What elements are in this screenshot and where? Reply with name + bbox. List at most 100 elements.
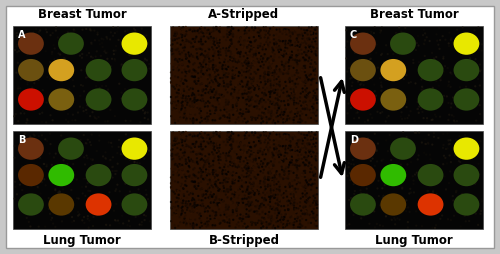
Point	[191, 218, 199, 222]
Point	[430, 189, 438, 193]
Point	[298, 224, 306, 228]
Point	[422, 103, 430, 107]
Point	[204, 86, 212, 90]
Point	[126, 209, 134, 213]
Point	[283, 114, 291, 118]
Point	[419, 86, 427, 90]
Point	[171, 30, 179, 34]
Point	[222, 46, 230, 50]
Point	[216, 134, 224, 138]
Point	[246, 47, 254, 51]
Point	[301, 169, 309, 173]
Point	[438, 213, 446, 217]
Point	[193, 161, 201, 165]
Point	[183, 41, 191, 45]
Point	[230, 159, 238, 163]
Point	[309, 32, 317, 36]
Point	[228, 164, 236, 168]
Point	[182, 108, 190, 113]
Point	[227, 137, 235, 141]
Point	[167, 185, 175, 189]
Point	[63, 46, 71, 50]
Point	[258, 110, 266, 115]
Point	[236, 148, 244, 152]
Point	[202, 189, 210, 193]
Point	[245, 70, 253, 74]
Point	[275, 93, 283, 97]
Point	[222, 100, 230, 104]
Point	[186, 52, 194, 56]
Point	[435, 174, 443, 178]
Point	[468, 177, 476, 181]
Point	[242, 61, 250, 66]
Point	[227, 133, 235, 137]
Point	[185, 88, 193, 92]
Point	[362, 107, 370, 111]
Point	[288, 73, 296, 77]
Point	[244, 53, 252, 57]
Point	[284, 219, 292, 223]
Point	[478, 42, 486, 46]
Point	[255, 162, 263, 166]
Point	[244, 53, 252, 57]
Point	[300, 59, 308, 63]
Point	[70, 28, 78, 32]
Point	[190, 80, 198, 84]
Point	[297, 81, 305, 85]
Point	[202, 147, 209, 151]
Point	[304, 116, 312, 120]
Point	[402, 174, 409, 178]
Point	[440, 56, 448, 60]
Point	[236, 194, 244, 198]
Point	[382, 43, 390, 47]
Point	[312, 169, 320, 173]
Point	[254, 55, 262, 59]
Point	[433, 39, 441, 43]
Point	[302, 80, 310, 84]
Point	[184, 176, 192, 180]
Point	[305, 37, 313, 41]
Point	[203, 220, 211, 224]
Point	[276, 27, 283, 31]
Point	[264, 86, 272, 90]
Point	[442, 156, 450, 160]
Point	[72, 39, 80, 43]
Point	[189, 57, 197, 61]
Point	[56, 189, 64, 193]
Point	[268, 195, 276, 199]
Point	[450, 119, 458, 123]
Point	[374, 110, 382, 114]
Point	[270, 43, 278, 47]
Point	[170, 29, 178, 34]
Point	[82, 154, 90, 158]
Point	[418, 110, 426, 114]
Point	[240, 148, 248, 152]
Point	[286, 117, 294, 121]
Point	[249, 64, 257, 68]
Point	[298, 48, 306, 52]
Point	[296, 222, 304, 226]
Point	[278, 62, 286, 66]
Point	[306, 99, 314, 103]
Point	[99, 175, 107, 179]
Point	[192, 175, 200, 179]
Point	[126, 119, 134, 123]
Point	[167, 181, 175, 185]
Point	[243, 150, 251, 154]
Point	[255, 189, 263, 194]
Point	[173, 164, 181, 168]
Point	[270, 66, 278, 70]
Point	[173, 137, 181, 141]
Point	[246, 40, 254, 44]
Point	[216, 197, 224, 201]
Point	[214, 193, 222, 197]
Point	[260, 176, 268, 180]
Point	[248, 77, 256, 82]
Ellipse shape	[350, 88, 376, 111]
Point	[214, 50, 222, 54]
Point	[218, 166, 226, 170]
Point	[174, 157, 182, 161]
Point	[236, 155, 244, 159]
Point	[248, 61, 256, 65]
Point	[210, 26, 218, 30]
